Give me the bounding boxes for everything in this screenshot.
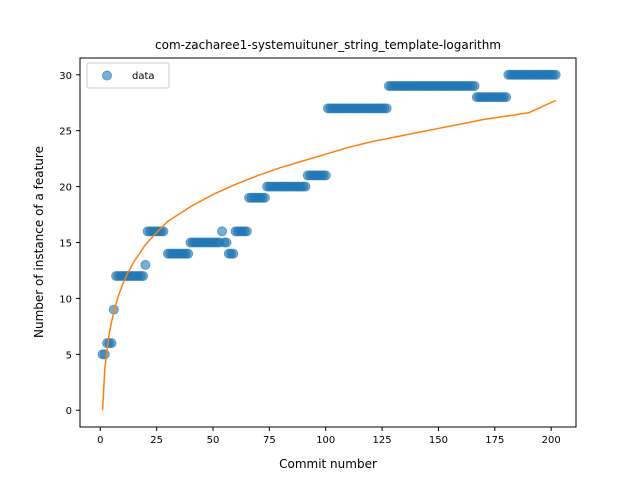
- legend: data: [86, 62, 170, 89]
- data-point: [381, 103, 392, 114]
- data-point: [138, 271, 149, 282]
- x-tick-label: 200: [542, 435, 561, 446]
- legend-label: data: [132, 71, 155, 82]
- fit-line: [101, 99, 557, 411]
- x-tick-label: 25: [150, 435, 163, 446]
- data-point: [158, 226, 169, 237]
- data-point: [99, 349, 110, 360]
- data-point: [241, 226, 252, 237]
- y-tick-label: 10: [59, 294, 72, 305]
- x-tick-label: 125: [373, 435, 392, 446]
- data-point: [228, 248, 239, 259]
- chart-title: com-zacharee1-systemuituner_string_templ…: [155, 38, 501, 52]
- x-tick-label: 100: [316, 435, 335, 446]
- y-tick-label: 20: [59, 183, 72, 194]
- plot-area: 0 25 50 75 100 125 150 175 200 0 5 10 15 20 25 30: [59, 57, 577, 446]
- y-tick-label: 0: [66, 406, 72, 417]
- data-point: [183, 248, 194, 259]
- x-tick-label: 50: [207, 435, 220, 446]
- data-point: [140, 259, 151, 270]
- x-tick-label: 75: [263, 435, 276, 446]
- y-axis-label: Number of instance of a feature: [32, 146, 46, 338]
- data-point: [217, 226, 228, 237]
- legend-marker-icon: [102, 70, 112, 81]
- data-point: [106, 338, 117, 349]
- data-point: [221, 237, 232, 248]
- data-point: [469, 80, 480, 91]
- data-point: [320, 170, 331, 181]
- data-point: [259, 192, 270, 203]
- data-point: [550, 69, 561, 80]
- data-point: [501, 92, 512, 103]
- y-tick-label: 5: [66, 350, 72, 361]
- data-point: [300, 181, 311, 192]
- y-tick-label: 25: [59, 127, 72, 138]
- x-tick-label: 0: [97, 435, 103, 446]
- x-tick-label: 150: [429, 435, 448, 446]
- y-tick-label: 15: [59, 239, 72, 250]
- x-axis-label: Commit number: [279, 457, 377, 471]
- x-tick-label: 175: [485, 435, 504, 446]
- y-tick-label: 30: [59, 71, 72, 82]
- legend-box: [86, 62, 170, 89]
